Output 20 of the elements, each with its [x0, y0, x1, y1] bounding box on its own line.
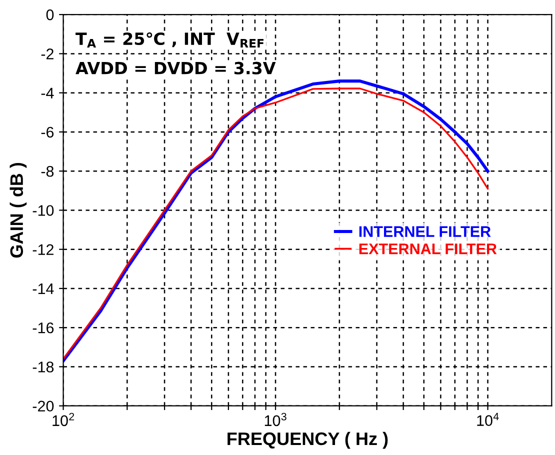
y-tick-label: -12	[32, 244, 54, 255]
y-tick-label: -18	[32, 362, 54, 372]
x-tick-label: 10$^{3}$	[264, 412, 286, 426]
y-axis-title: GAIN ( dB )	[10, 162, 27, 258]
y-tick-label: 0	[46, 9, 54, 20]
y-tick-label: -8	[41, 166, 54, 177]
legend-label: INTERNEL FILTER	[359, 226, 491, 237]
x-tick-label: 10$^{4}$	[477, 412, 499, 426]
legend-label: EXTERNAL FILTER	[359, 244, 497, 254]
y-tick-label: -6	[41, 126, 54, 138]
y-tick-label: -2	[41, 48, 54, 60]
x-tick-label: 10$^{2}$	[52, 412, 74, 426]
x-axis-title: FREQUENCY ( Hz )	[228, 432, 388, 449]
annotation: AVDD = DVDD = 3.3V	[76, 62, 276, 74]
y-tick-label: -14	[32, 283, 54, 294]
y-tick-label: -4	[41, 88, 54, 98]
y-tick-label: -16	[32, 322, 54, 334]
y-tick-label: -10	[32, 205, 54, 216]
y-tick-label: -20	[32, 400, 54, 412]
annotation: T$_{A}$ = 25℃ , INT V$_{REF}$	[76, 32, 264, 48]
